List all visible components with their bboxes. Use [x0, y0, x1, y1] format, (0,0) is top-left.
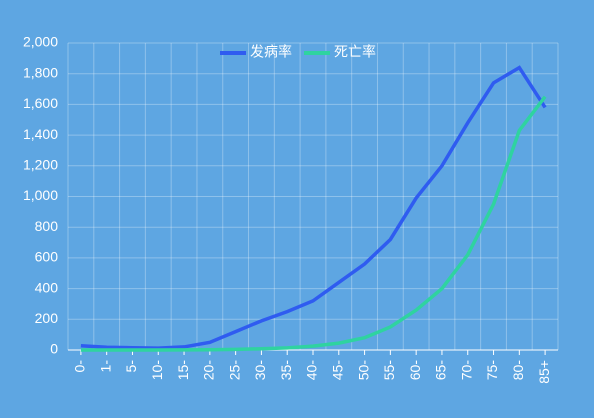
x-tick-label: 1-	[97, 360, 113, 373]
series-line	[80, 95, 547, 352]
y-tick-label: 1,400	[23, 126, 58, 142]
y-tick-label: 600	[35, 249, 59, 265]
series-line	[80, 65, 547, 350]
x-tick-label: 5-	[123, 360, 139, 373]
x-tick-label: 25-	[226, 360, 242, 381]
x-tick-label: 10-	[149, 360, 165, 381]
x-tick-label: 70-	[458, 360, 474, 381]
y-tick-label: 1,200	[23, 157, 58, 173]
x-tick-label: 30-	[252, 360, 268, 381]
x-tick-label: 40-	[304, 360, 320, 381]
x-tick-label: 0-	[72, 360, 88, 373]
x-tick-label: 35-	[278, 360, 294, 381]
x-tick-label: 20-	[201, 360, 217, 381]
y-tick-label: 1,800	[23, 64, 58, 80]
y-tick-label: 800	[35, 218, 59, 234]
x-tick-label: 80-	[510, 360, 526, 381]
x-tick-label: 85+	[536, 360, 552, 384]
x-tick-label: 75-	[484, 360, 500, 381]
y-tick-label: 1,600	[23, 95, 58, 111]
y-tick-label: 200	[35, 310, 59, 326]
y-tick-label: 400	[35, 279, 59, 295]
x-tick-label: 45-	[329, 360, 345, 381]
x-tick-label: 50-	[355, 360, 371, 381]
x-tick-label: 65-	[433, 360, 449, 381]
y-tick-label: 0	[50, 341, 58, 357]
x-tick-label: 15-	[175, 360, 191, 381]
legend-label: 发病率	[250, 44, 292, 60]
x-tick-label: 60-	[407, 360, 423, 381]
legend-label: 死亡率	[334, 44, 376, 60]
y-tick-label: 1,000	[23, 187, 58, 203]
y-tick-label: 2,000	[23, 34, 58, 50]
x-tick-label: 55-	[381, 360, 397, 381]
